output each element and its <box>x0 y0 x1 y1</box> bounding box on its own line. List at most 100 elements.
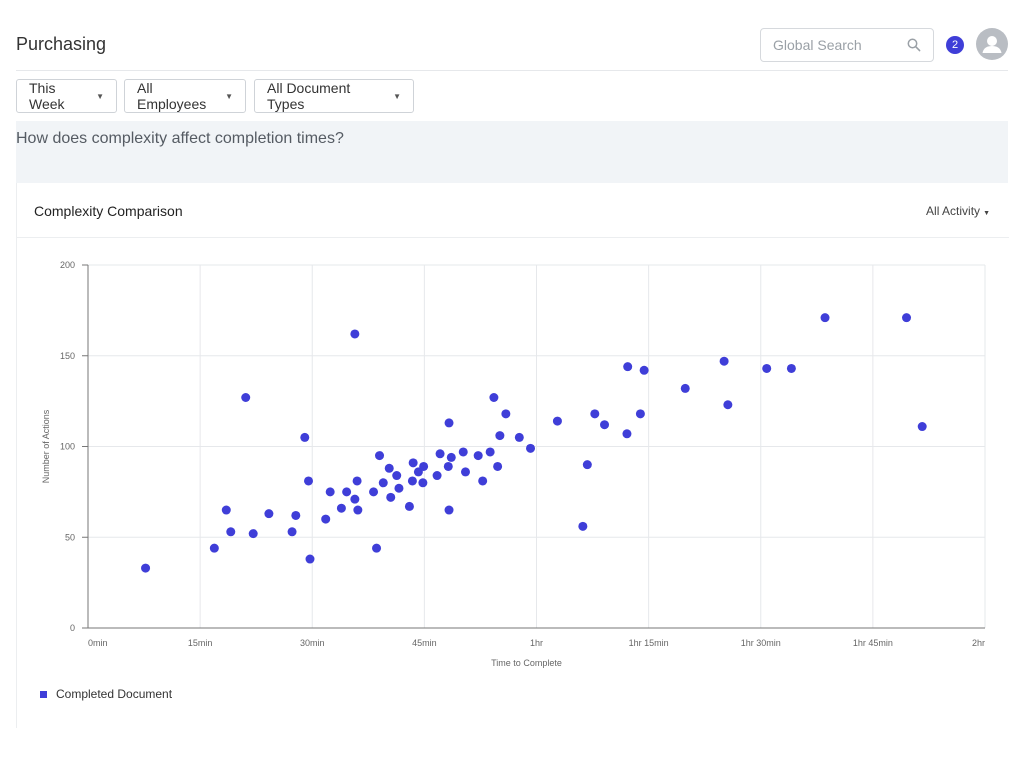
scatter-point <box>902 313 912 323</box>
header-divider <box>16 70 1008 71</box>
scatter-point <box>762 363 772 373</box>
y-tick-label: 150 <box>60 351 75 361</box>
page-title: Purchasing <box>16 34 107 54</box>
scatter-point <box>404 501 414 511</box>
scatter-point <box>392 471 402 481</box>
scatter-point <box>353 505 363 515</box>
caret-down-icon: ▼ <box>225 91 233 101</box>
scatter-point <box>386 492 396 502</box>
x-tick-label: 2hr <box>972 638 985 648</box>
scatter-point <box>552 416 562 426</box>
y-tick-label: 0 <box>70 623 75 633</box>
scatter-point <box>375 451 385 461</box>
scatter-point <box>325 487 335 497</box>
scatter-point <box>350 494 360 504</box>
legend-label: Completed Document <box>56 687 173 701</box>
scatter-point <box>226 527 236 537</box>
scatter-point <box>493 461 503 471</box>
y-tick-label: 200 <box>60 260 75 270</box>
activity-filter-label: All Activity <box>926 204 981 218</box>
scatter-point <box>432 471 442 481</box>
filter-time-range-dropdown[interactable]: This Week ▼ <box>16 79 117 113</box>
scatter-point <box>352 476 362 486</box>
scatter-point <box>639 365 649 375</box>
scatter-point <box>917 422 927 432</box>
filter-label: All Document Types <box>267 80 351 112</box>
scatter-point <box>622 429 632 439</box>
scatter-point <box>378 478 388 488</box>
activity-filter-dropdown[interactable]: All Activity ▼ <box>926 204 990 218</box>
scatter-point <box>443 461 453 471</box>
scatter-point <box>578 521 588 531</box>
scatter-point <box>446 452 456 462</box>
scatter-point <box>419 461 429 471</box>
scatter-point <box>305 554 315 564</box>
filter-employees-dropdown[interactable]: All Employees ▼ <box>124 79 246 113</box>
scatter-point <box>408 458 418 468</box>
scatter-point <box>248 529 258 539</box>
question-banner: How does complexity affect completion ti… <box>16 121 1008 183</box>
scatter-point <box>300 432 310 442</box>
search-input[interactable] <box>773 36 903 54</box>
scatter-point <box>582 460 592 470</box>
scatter-point <box>680 383 690 393</box>
caret-down-icon: ▼ <box>393 91 401 101</box>
x-tick-label: 30min <box>300 638 325 648</box>
scatter-point <box>141 563 151 573</box>
scatter-point <box>304 476 314 486</box>
scatter-point <box>241 392 251 402</box>
scatter-point <box>719 356 729 366</box>
scatter-point <box>590 409 600 419</box>
x-tick-label: 1hr 30min <box>741 638 781 648</box>
x-axis-label: Time to Complete <box>491 658 562 668</box>
scatter-point <box>321 514 331 524</box>
scatter-point <box>489 392 499 402</box>
scatter-point <box>435 449 445 459</box>
scatter-point <box>264 509 274 519</box>
scatter-point <box>372 543 382 553</box>
scatter-point <box>287 527 297 537</box>
question-text: How does complexity affect completion ti… <box>16 130 344 147</box>
card-divider <box>17 237 1009 238</box>
chart-legend: Completed Document <box>40 687 172 701</box>
search-icon[interactable] <box>907 38 921 52</box>
scatter-point <box>418 478 428 488</box>
scatter-point <box>473 451 483 461</box>
scatter-point <box>209 543 219 553</box>
scatter-point <box>369 487 379 497</box>
scatter-point <box>407 476 417 486</box>
filter-document-types-dropdown[interactable]: All Document Types ▼ <box>254 79 414 113</box>
notification-badge[interactable]: 2 <box>946 36 964 54</box>
scatter-point <box>501 409 511 419</box>
x-tick-label: 45min <box>412 638 437 648</box>
x-tick-label: 15min <box>188 638 213 648</box>
scatter-point <box>485 447 495 457</box>
scatter-point <box>458 447 468 457</box>
scatter-point <box>635 409 645 419</box>
filter-label: All Employees <box>137 80 207 112</box>
scatter-point <box>350 329 360 339</box>
filter-label: This Week <box>29 80 65 112</box>
x-tick-label: 1hr <box>530 638 543 648</box>
scatter-point <box>394 483 404 493</box>
scatter-point <box>291 510 301 520</box>
card-title: Complexity Comparison <box>34 203 183 219</box>
x-tick-label: 1hr 45min <box>853 638 893 648</box>
scatter-point <box>495 431 505 441</box>
x-tick-label: 1hr 15min <box>629 638 669 648</box>
scatter-point <box>478 476 488 486</box>
scatter-point <box>342 487 352 497</box>
chart-card: Complexity Comparison All Activity ▼ <box>16 183 1009 728</box>
x-tick-label: 0min <box>88 638 108 648</box>
scatter-point <box>623 362 633 372</box>
global-search[interactable] <box>760 28 934 62</box>
caret-down-icon: ▼ <box>96 91 104 101</box>
scatter-point <box>444 418 454 428</box>
scatter-point <box>723 400 733 410</box>
scatter-point <box>336 503 346 513</box>
y-tick-label: 50 <box>65 532 75 542</box>
y-tick-label: 100 <box>60 442 75 452</box>
avatar[interactable] <box>976 28 1008 60</box>
scatter-point <box>221 505 231 515</box>
